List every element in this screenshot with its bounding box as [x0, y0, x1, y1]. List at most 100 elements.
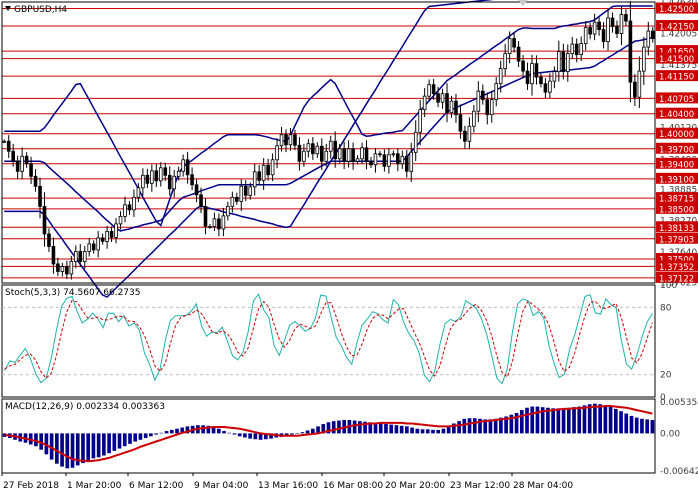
macd-histogram-bar	[164, 431, 169, 434]
candle-body	[445, 93, 449, 114]
macd-histogram-bar	[504, 416, 508, 434]
candle-body	[132, 196, 136, 211]
level-label: 1.37122	[659, 274, 694, 284]
candle-body	[373, 153, 378, 166]
candle-body	[592, 21, 597, 35]
level-label: 1.39100	[659, 175, 694, 185]
macd-histogram-bar	[415, 428, 420, 434]
triangle-down-icon	[5, 6, 11, 11]
macd-title: MACD(12,26,9) 0.002334 0.003363	[5, 402, 165, 412]
candle-body	[557, 51, 561, 73]
bollinger-lower-line	[4, 0, 495, 298]
candle-body	[628, 20, 633, 83]
candle-body	[601, 29, 606, 42]
macd-histogram-bar	[60, 433, 64, 467]
candle-body	[346, 148, 351, 162]
macd-histogram-bar	[154, 433, 158, 435]
candle-body	[565, 53, 570, 73]
level-label-box	[656, 92, 698, 104]
candle-body	[158, 167, 163, 182]
candle-body	[181, 159, 185, 172]
macd-histogram-bar	[133, 433, 138, 442]
time-axis-label: 6 Mar 12:00	[129, 481, 184, 491]
price-axis-tick: 1.37640	[660, 248, 697, 258]
candle-body	[619, 14, 624, 34]
candle-body	[337, 148, 342, 160]
macd-histogram-bar	[49, 433, 54, 460]
macd-histogram-bar	[399, 425, 404, 434]
candle-body	[579, 43, 584, 55]
level-label-box	[656, 70, 698, 82]
time-axis-label: 20 Mar 20:00	[385, 481, 445, 491]
time-axis-label: 28 Mar 04:00	[513, 481, 573, 491]
candle-body	[226, 205, 230, 217]
macd-histogram-bar	[91, 433, 96, 459]
price-axis-tick: 1.37025	[660, 279, 697, 289]
candle-body	[65, 266, 69, 275]
candle-body	[73, 251, 78, 262]
candle-body	[485, 99, 490, 116]
macd-histogram-bar	[284, 433, 289, 436]
macd-histogram-bar	[269, 433, 273, 439]
macd-axis-tick: -0.006425	[660, 467, 698, 477]
macd-histogram-bar	[608, 406, 613, 434]
macd-histogram-bar	[431, 429, 435, 434]
candle-body	[378, 153, 382, 156]
candle-body	[176, 170, 181, 177]
bollinger-upper-line	[4, 5, 653, 227]
level-label-box	[656, 221, 698, 233]
macd-histogram-bar	[509, 414, 514, 434]
candle-body	[91, 243, 96, 251]
candle-body	[328, 140, 333, 152]
candle-body	[11, 150, 15, 162]
candle-body	[642, 46, 646, 72]
macd-histogram-bar	[206, 425, 211, 434]
macd-histogram-bar	[624, 413, 629, 434]
macd-histogram-bar	[530, 406, 535, 434]
level-label: 1.39400	[659, 160, 694, 170]
candle-body	[507, 38, 512, 54]
macd-histogram-bar	[169, 429, 174, 434]
candle-body	[208, 225, 212, 228]
level-label-box	[656, 107, 698, 119]
level-label: 1.40705	[659, 95, 694, 105]
candle-body	[284, 134, 288, 146]
candle-body	[243, 185, 248, 196]
candle-body	[279, 134, 284, 147]
price-chart-title: GBPUSD,H4	[14, 5, 67, 15]
candle-body	[203, 205, 208, 227]
candle-body	[172, 175, 176, 190]
level-label: 1.38500	[659, 205, 694, 215]
level-label-box	[656, 157, 698, 169]
candle-body	[33, 175, 38, 187]
candle-body	[489, 99, 494, 116]
macd-axis-tick: 0.00	[660, 429, 680, 439]
macd-histogram-bar	[540, 407, 545, 434]
level-label-box	[656, 45, 698, 57]
candle-body	[6, 140, 11, 152]
macd-histogram-bar	[384, 424, 388, 434]
candle-body	[315, 145, 320, 155]
macd-histogram-bar	[185, 426, 190, 434]
level-label: 1.40400	[659, 110, 694, 120]
macd-histogram-bar	[603, 405, 608, 434]
candle-body	[261, 164, 266, 181]
candle-body	[109, 231, 114, 238]
macd-histogram-bar	[410, 427, 414, 434]
candle-body	[597, 21, 601, 30]
candle-body	[248, 186, 253, 196]
level-label-box	[656, 271, 698, 283]
candle-body	[351, 148, 355, 162]
level-label-box	[656, 202, 698, 214]
candle-body	[427, 84, 431, 97]
candle-body	[650, 30, 655, 39]
candle-body	[118, 215, 123, 225]
candle-body	[15, 160, 20, 172]
candle-body	[512, 38, 516, 48]
level-label: 1.41150	[659, 73, 694, 83]
macd-histogram-bar	[425, 429, 430, 434]
candle-body	[610, 17, 615, 27]
level-label-box	[656, 2, 698, 14]
level-label: 1.38133	[659, 224, 694, 234]
candle-body	[494, 83, 499, 101]
